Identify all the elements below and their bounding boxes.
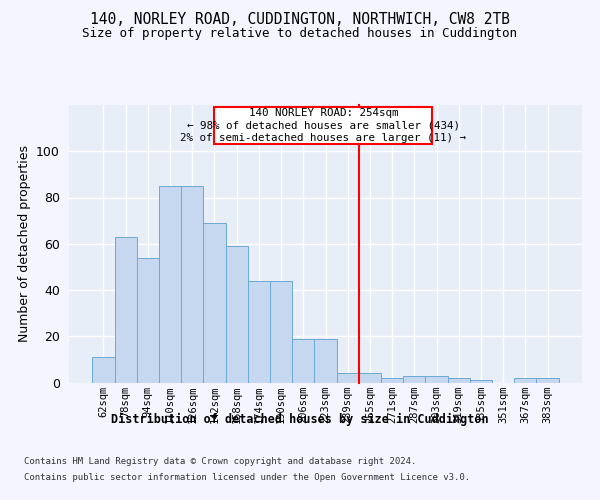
- Text: Distribution of detached houses by size in Cuddington: Distribution of detached houses by size …: [111, 412, 489, 426]
- Bar: [514, 378, 536, 382]
- Bar: [359, 373, 381, 382]
- Bar: [226, 246, 248, 382]
- Bar: [337, 373, 359, 382]
- Text: ← 98% of detached houses are smaller (434): ← 98% of detached houses are smaller (43…: [187, 121, 460, 131]
- Bar: [270, 281, 292, 382]
- Bar: [314, 338, 337, 382]
- Bar: [159, 186, 181, 382]
- Bar: [203, 223, 226, 382]
- Bar: [181, 186, 203, 382]
- Text: 2% of semi-detached houses are larger (11) →: 2% of semi-detached houses are larger (1…: [180, 133, 466, 143]
- Bar: [425, 376, 448, 382]
- Text: Contains HM Land Registry data © Crown copyright and database right 2024.: Contains HM Land Registry data © Crown c…: [24, 458, 416, 466]
- Bar: [248, 281, 270, 382]
- Bar: [448, 378, 470, 382]
- Bar: [403, 376, 425, 382]
- Text: Contains public sector information licensed under the Open Government Licence v3: Contains public sector information licen…: [24, 472, 470, 482]
- Bar: [292, 338, 314, 382]
- Y-axis label: Number of detached properties: Number of detached properties: [17, 145, 31, 342]
- FancyBboxPatch shape: [214, 108, 432, 144]
- Bar: [92, 357, 115, 382]
- Bar: [115, 237, 137, 382]
- Bar: [470, 380, 492, 382]
- Bar: [381, 378, 403, 382]
- Text: 140, NORLEY ROAD, CUDDINGTON, NORTHWICH, CW8 2TB: 140, NORLEY ROAD, CUDDINGTON, NORTHWICH,…: [90, 12, 510, 28]
- Text: 140 NORLEY ROAD: 254sqm: 140 NORLEY ROAD: 254sqm: [248, 108, 398, 118]
- Text: Size of property relative to detached houses in Cuddington: Size of property relative to detached ho…: [83, 28, 517, 40]
- Bar: [137, 258, 159, 382]
- Bar: [536, 378, 559, 382]
